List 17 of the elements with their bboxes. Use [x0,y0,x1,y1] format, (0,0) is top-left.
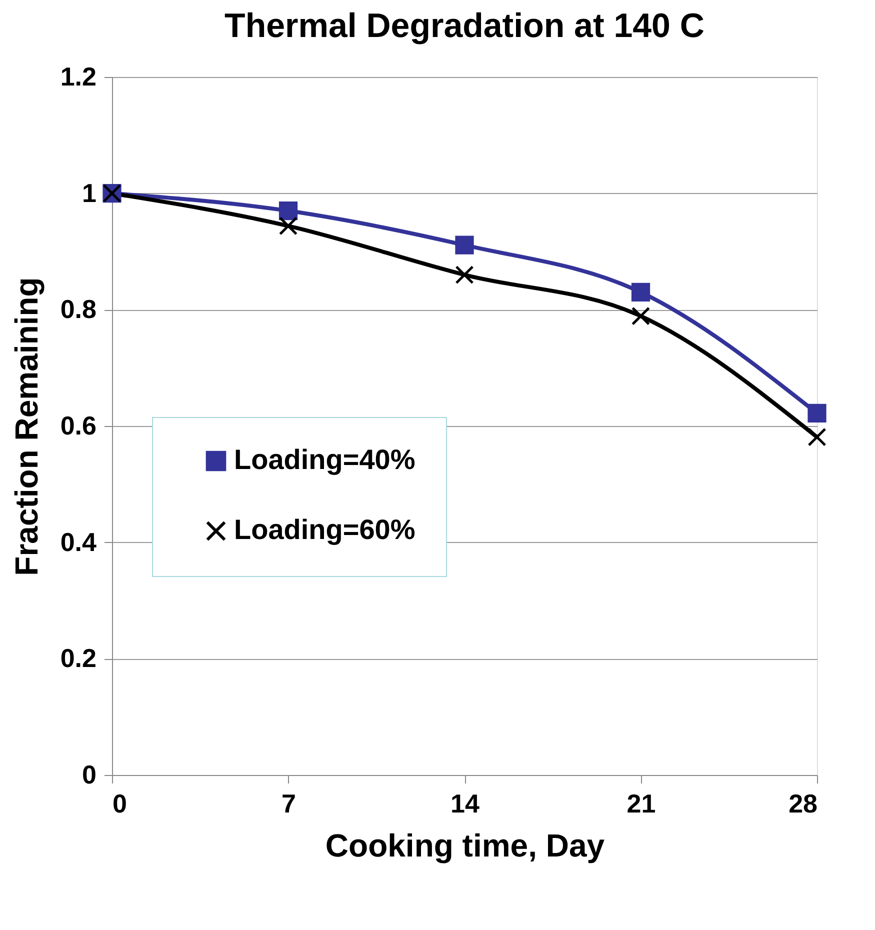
y-tick-label: 1.2 [60,62,96,92]
chart-title: Thermal Degradation at 140 C [224,7,704,45]
x-tick-label: 28 [788,788,818,818]
y-tick-label: 0.8 [60,294,96,324]
legend-label: Loading=60% [234,514,416,545]
x-tick-label: 14 [450,788,480,818]
y-tick-label: 0 [82,760,96,790]
x-tick-label: 7 [282,788,296,818]
x-tick-label: 0 [112,788,127,818]
y-tick-label: 0.4 [60,526,98,557]
x-tick-label: 21 [626,788,656,818]
y-tick-label: 0.2 [60,643,96,674]
y-tick-label: 0.6 [60,410,96,440]
y-tick-label: 1 [82,178,96,208]
legend-label: Loading=40% [234,444,416,475]
x-axis-title: Cooking time, Day [325,828,605,864]
y-axis-title: Fraction Remaining [8,277,44,576]
